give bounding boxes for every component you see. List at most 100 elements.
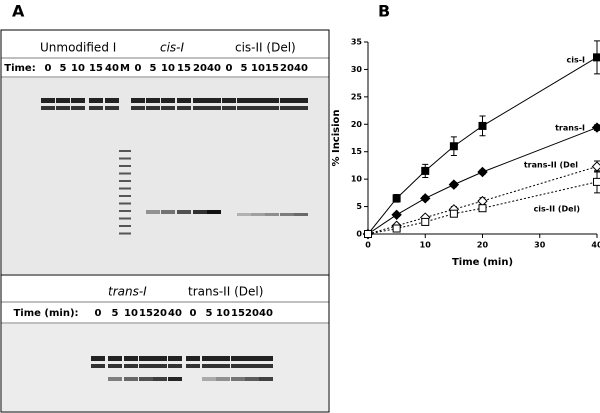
x-tick-label: 10	[420, 241, 432, 250]
marker	[478, 121, 487, 130]
gel-header: cis-II (Del)	[235, 41, 296, 55]
product-band	[280, 213, 294, 216]
y-axis-title: % Incision	[331, 109, 342, 166]
band	[146, 98, 160, 103]
band	[71, 98, 85, 103]
lane-label: 10	[71, 63, 85, 74]
product-band	[294, 213, 308, 216]
marker	[593, 53, 600, 62]
band	[231, 356, 245, 361]
y-tick-label: 35	[351, 38, 363, 47]
marker	[421, 217, 430, 226]
lane-label: 20	[193, 63, 207, 74]
ladder-band	[119, 157, 131, 160]
lane-label: 0	[95, 308, 102, 319]
band	[259, 364, 273, 368]
band	[71, 106, 85, 110]
band	[245, 356, 259, 361]
band	[161, 106, 175, 110]
gel-header: cis-I	[160, 41, 185, 55]
lane-label: 40	[168, 308, 182, 319]
x-tick-label: 40	[591, 241, 600, 250]
product-band	[231, 377, 245, 381]
series-line	[367, 127, 598, 235]
lane-label: 15	[265, 63, 279, 74]
band	[89, 106, 103, 110]
band	[251, 106, 265, 110]
lane-label: 15	[231, 308, 245, 319]
band	[124, 364, 138, 368]
product-band	[168, 377, 182, 381]
product-band	[216, 377, 230, 381]
ladder-band	[119, 195, 131, 197]
x-tick-label: 0	[365, 241, 371, 250]
band	[193, 98, 207, 103]
band	[216, 356, 230, 361]
band	[131, 106, 145, 110]
y-tick-label: 10	[351, 175, 363, 184]
ladder-band	[119, 210, 131, 212]
series-label: trans-II (Del	[524, 161, 578, 170]
marker	[591, 122, 600, 133]
x-axis-title: Time (min)	[452, 257, 513, 268]
product-band	[259, 377, 273, 381]
band	[245, 364, 259, 368]
band	[177, 106, 191, 110]
series-line	[367, 166, 598, 235]
product-band	[153, 377, 167, 381]
band	[193, 106, 207, 110]
marker	[448, 179, 460, 190]
band	[216, 364, 230, 368]
band	[146, 106, 160, 110]
band	[41, 106, 55, 110]
ladder-band	[119, 165, 131, 167]
panel-label: A	[12, 2, 25, 21]
x-tick-label: 20	[477, 241, 489, 250]
product-band	[265, 213, 279, 216]
series-label: trans-I	[555, 124, 585, 133]
band	[186, 364, 200, 368]
y-tick-label: 5	[356, 202, 362, 211]
lane-label: 0	[45, 63, 52, 74]
lane-label: 20	[280, 63, 294, 74]
y-tick-label: 15	[351, 147, 363, 156]
band	[168, 356, 182, 361]
marker	[591, 161, 600, 172]
band	[294, 98, 308, 103]
band	[153, 356, 167, 361]
band	[207, 106, 221, 110]
ladder-band	[119, 172, 131, 175]
band	[139, 364, 153, 368]
band	[161, 98, 175, 103]
band	[280, 106, 294, 110]
ladder-band	[119, 202, 131, 205]
band	[153, 364, 167, 368]
band	[231, 364, 245, 368]
panel-frame	[0, 29, 330, 413]
lane-label: 20	[153, 308, 167, 319]
marker	[477, 166, 488, 178]
lane-label: 15	[177, 63, 191, 74]
lane-label: 0	[135, 63, 142, 74]
gel	[2, 78, 328, 274]
y-tick-label: 25	[351, 92, 363, 101]
panel-label: B	[378, 2, 390, 21]
ladder-band	[119, 232, 131, 235]
band	[207, 98, 221, 103]
lane-label: M	[120, 63, 130, 74]
band	[91, 356, 105, 361]
product-band	[108, 377, 122, 381]
band	[202, 364, 216, 368]
lane-label: 10	[124, 308, 138, 319]
band	[294, 106, 308, 110]
band	[105, 98, 119, 103]
ladder-band	[119, 187, 131, 190]
marker	[364, 230, 372, 238]
lane-label: 5	[206, 308, 213, 319]
y-tick-label: 0	[356, 230, 362, 239]
x-tick-label: 30	[534, 241, 546, 250]
series-line	[367, 56, 598, 235]
lane-label: 40	[259, 308, 273, 319]
band	[56, 106, 70, 110]
